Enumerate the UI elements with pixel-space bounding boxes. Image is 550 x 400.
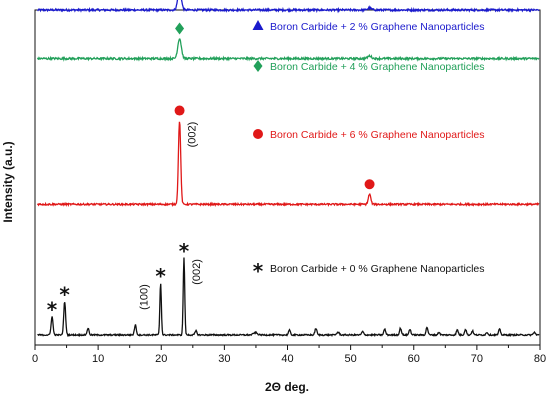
legend-marker-0pct: *	[253, 259, 264, 283]
x-tick-label-80: 80	[534, 353, 546, 365]
peak-marker-4pct-0	[175, 22, 185, 35]
peak-marker-0pct-0: *	[47, 298, 58, 322]
x-tick-label-20: 20	[155, 353, 167, 365]
peak-label-0pct-0: (100)	[139, 284, 151, 310]
x-tick-label-50: 50	[345, 353, 357, 365]
legend-marker-2pct	[252, 20, 264, 30]
legend-marker-4pct	[253, 60, 263, 72]
y-axis-title: Intensity (a.u.)	[1, 141, 15, 222]
plot-area: 0 10 20 30 40 50 60 70 80 Boron Carbide + 2 % Gra…	[32, 0, 546, 365]
legend-marker-6pct	[253, 129, 263, 139]
series-line-0pct	[37, 257, 540, 338]
peak-marker-6pct-1	[364, 179, 375, 190]
legend-label-2pct: Boron Carbide + 2 % Graphene Nanoparticl…	[270, 21, 485, 33]
peak-marker-0pct-3: *	[179, 239, 190, 263]
x-tick-label-60: 60	[408, 353, 420, 365]
x-tick-label-40: 40	[281, 353, 293, 365]
legend-label-4pct: Boron Carbide + 4 % Graphene Nanoparticl…	[270, 61, 485, 73]
peak-marker-0pct-2: *	[155, 264, 166, 288]
legend-label-6pct: Boron Carbide + 6 % Graphene Nanoparticl…	[270, 129, 485, 141]
series-line-2pct	[36, 0, 540, 14]
series-line-6pct	[36, 121, 540, 208]
peak-label-6pct-0: (002)	[187, 122, 199, 148]
x-axis-title: 2Θ deg.	[265, 380, 309, 394]
x-tick-label-70: 70	[471, 353, 483, 365]
peak-marker-0pct-1: *	[59, 282, 70, 306]
x-tick-label-10: 10	[92, 353, 104, 365]
peak-label-0pct-1: (002)	[191, 259, 203, 285]
x-tick-label-30: 30	[218, 353, 230, 365]
x-tick-label-0: 0	[32, 353, 38, 365]
legend-label-0pct: Boron Carbide + 0 % Graphene Nanoparticl…	[270, 263, 485, 275]
series-line-4pct	[36, 38, 540, 62]
peak-marker-6pct-0	[174, 105, 185, 116]
